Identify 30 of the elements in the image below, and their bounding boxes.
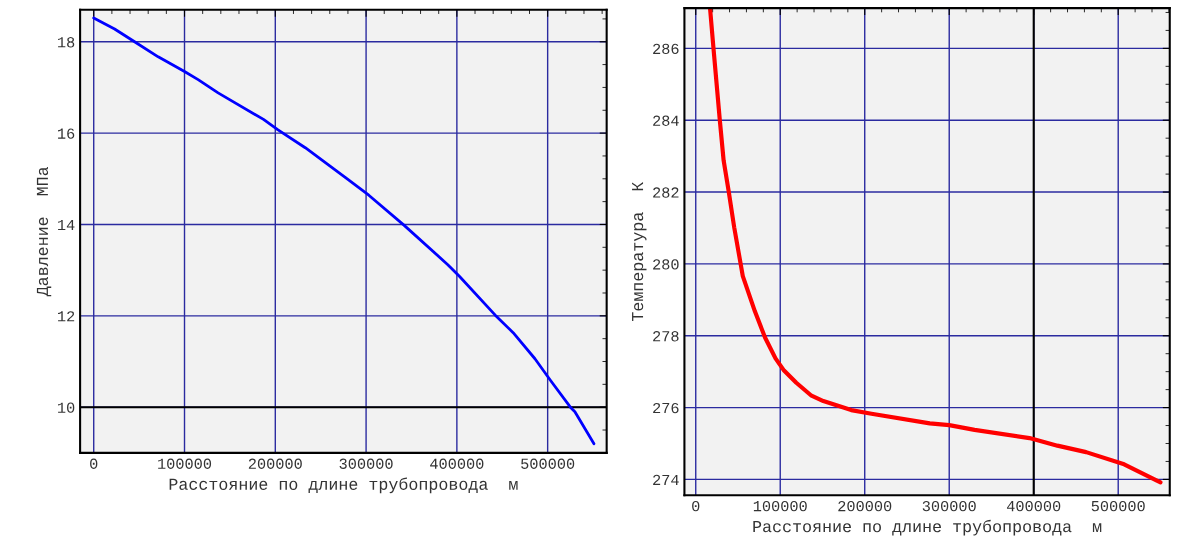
x-tick-label: 0 [90, 458, 98, 469]
x-tick-label: 100000 [158, 458, 212, 469]
x-tick-label: 300000 [339, 458, 393, 469]
y-tick-label: 14 [58, 219, 75, 230]
x-axis-title: Расстояние по длине трубопровода м [753, 519, 1102, 536]
line-series [92, 16, 596, 446]
line-series [708, 8, 1163, 485]
y-axis-title: Температура К [632, 182, 647, 322]
y-tick-label: 282 [653, 187, 679, 198]
x-tick-label: 300000 [922, 500, 976, 512]
y-tick-label: 10 [58, 402, 75, 413]
x-tick-label: 0 [692, 500, 700, 512]
x-tick-label: 100000 [753, 500, 807, 512]
y-tick-label: 276 [653, 402, 679, 414]
x-tick-label: 500000 [1091, 500, 1145, 512]
x-tick-label: 200000 [248, 458, 302, 469]
y-tick-label: 274 [653, 474, 679, 485]
y-tick-label: 16 [58, 128, 75, 139]
y-tick-label: 280 [653, 259, 679, 270]
y-tick-label: 12 [58, 311, 75, 322]
x-tick-label: 500000 [521, 458, 575, 469]
x-axis-title: Расстояние по длине трубопровода м [169, 477, 518, 494]
x-tick-label: 200000 [838, 500, 892, 512]
y-tick-label: 286 [653, 43, 679, 55]
x-tick-label: 400000 [430, 458, 484, 469]
y-tick-label: 284 [653, 115, 679, 126]
x-tick-label: 400000 [1006, 500, 1061, 512]
y-tick-label: 278 [653, 331, 679, 342]
y-tick-label: 18 [58, 37, 75, 48]
y-axis-title: Давление МПа [36, 166, 52, 297]
